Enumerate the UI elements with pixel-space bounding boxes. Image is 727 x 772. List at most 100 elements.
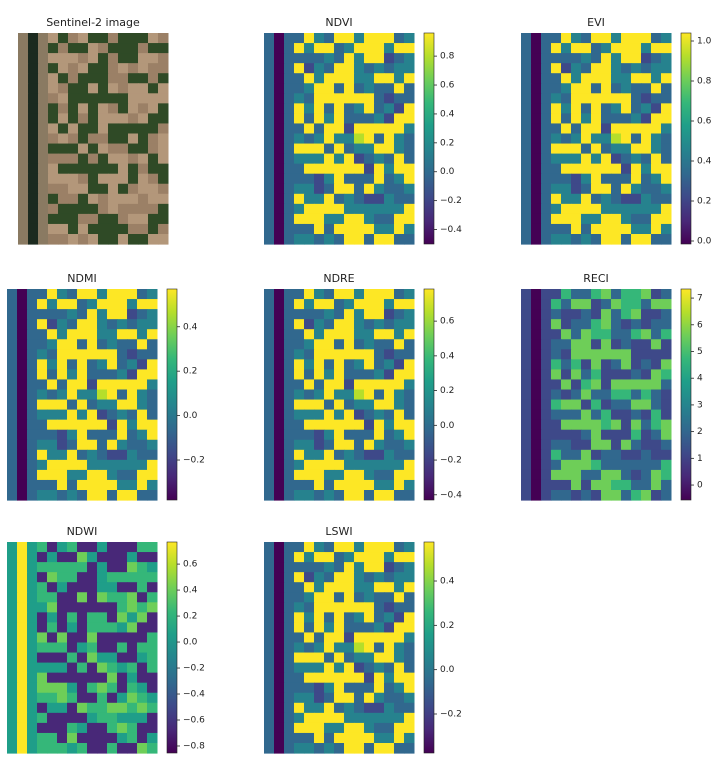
- pixel-block: [48, 213, 59, 225]
- pixel-block: [324, 712, 335, 724]
- pixel-block: [384, 349, 395, 360]
- pixel-block: [394, 712, 405, 724]
- pixel-block: [541, 113, 552, 124]
- pixel-block: [374, 712, 385, 724]
- pixel-block: [68, 53, 79, 64]
- pixel-block: [374, 672, 385, 684]
- pixel-block: [7, 732, 18, 744]
- pixel-block: [57, 592, 68, 603]
- pixel-block: [158, 183, 169, 195]
- pixel-block: [404, 213, 415, 225]
- pixel-block: [87, 399, 98, 411]
- pixel-block: [541, 123, 552, 135]
- pixel-block: [364, 490, 375, 501]
- pixel-block: [97, 582, 108, 593]
- pixel-block: [97, 289, 108, 300]
- pixel-block: [631, 349, 642, 360]
- pixel-block: [601, 93, 612, 104]
- pixel-block: [641, 83, 652, 94]
- pixel-block: [304, 213, 315, 225]
- pixel-block: [68, 203, 79, 215]
- pixel-block: [591, 133, 602, 145]
- pixel-block: [274, 193, 285, 205]
- pixel-block: [57, 722, 68, 734]
- pixel-block: [128, 234, 139, 245]
- pixel-block: [581, 299, 592, 310]
- pixel-block: [17, 469, 28, 481]
- pixel-block: [67, 319, 78, 330]
- pixel-block: [364, 103, 375, 114]
- pixel-block: [107, 722, 118, 734]
- pixel-block: [67, 469, 78, 481]
- pixel-block: [661, 53, 672, 64]
- pixel-block: [601, 309, 612, 320]
- pixel-block: [344, 459, 355, 471]
- pixel-block: [68, 153, 79, 165]
- pixel-block: [601, 490, 612, 501]
- pixel-block: [354, 399, 365, 411]
- pixel-block: [374, 429, 385, 441]
- pixel-block: [38, 53, 49, 64]
- pixel-block: [324, 133, 335, 145]
- pixel-block: [7, 592, 18, 603]
- pixel-block: [137, 702, 148, 714]
- pixel-block: [324, 93, 335, 104]
- pixel-block: [651, 33, 662, 44]
- pixel-block: [601, 113, 612, 124]
- pixel-block: [137, 612, 148, 623]
- pixel-block: [117, 572, 128, 583]
- pixel-block: [304, 93, 315, 104]
- pixel-block: [354, 552, 365, 563]
- pixel-block: [541, 33, 552, 44]
- colorbar: [680, 32, 692, 245]
- pixel-block: [581, 153, 592, 165]
- pixel-block: [314, 319, 325, 330]
- pixel-block: [7, 399, 18, 411]
- pixel-block: [264, 459, 275, 471]
- pixel-block: [384, 379, 395, 391]
- pixel-block: [137, 369, 148, 380]
- pixel-block: [67, 459, 78, 471]
- pixel-block: [591, 203, 602, 215]
- pixel-block: [611, 43, 622, 54]
- pixel-block: [274, 682, 285, 694]
- colorbar-tick-label: 0.4: [440, 577, 455, 587]
- pixel-block: [264, 562, 275, 573]
- pixel-block: [374, 632, 385, 644]
- pixel-block: [87, 622, 98, 633]
- pixel-block: [17, 339, 28, 350]
- pixel-block: [128, 173, 139, 185]
- pixel-block: [404, 652, 415, 664]
- pixel-block: [274, 722, 285, 734]
- pixel-block: [67, 652, 78, 664]
- pixel-block: [57, 562, 68, 573]
- pixel-block: [334, 429, 345, 441]
- pixel-block: [7, 672, 18, 684]
- pixel-block: [264, 203, 275, 215]
- pixel-block: [18, 73, 29, 84]
- pixel-block: [88, 123, 99, 135]
- pixel-block: [621, 73, 632, 84]
- pixel-block: [58, 153, 69, 165]
- pixel-block: [611, 309, 622, 320]
- pixel-block: [284, 143, 295, 155]
- pixel-block: [344, 103, 355, 114]
- pixel-block: [591, 173, 602, 185]
- pixel-block: [571, 349, 582, 360]
- pixel-block: [354, 309, 365, 320]
- pixel-block: [78, 203, 89, 215]
- pixel-block: [641, 289, 652, 300]
- pixel-block: [374, 359, 385, 370]
- pixel-block: [551, 163, 562, 175]
- pixel-block: [264, 652, 275, 664]
- pixel-block: [404, 33, 415, 44]
- pixel-block: [87, 379, 98, 391]
- pixel-block: [651, 459, 662, 471]
- pixel-block: [47, 542, 58, 553]
- pixel-block: [137, 743, 148, 754]
- pixel-block: [284, 743, 295, 754]
- pixel-block: [138, 234, 149, 245]
- pixel-block: [394, 319, 405, 330]
- pixel-block: [354, 163, 365, 175]
- pixel-block: [314, 409, 325, 421]
